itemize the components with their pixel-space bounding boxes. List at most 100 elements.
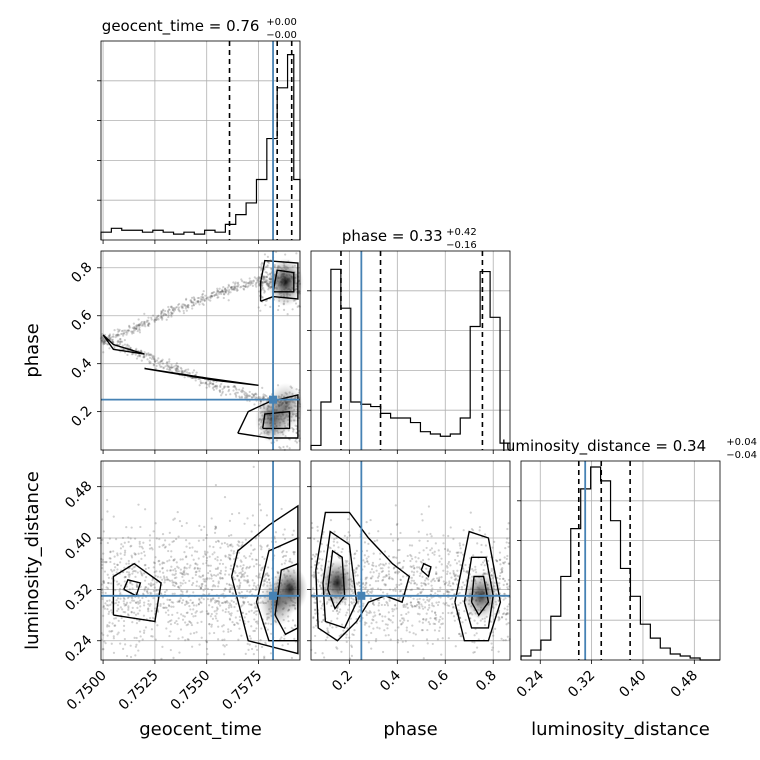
sample-point-967: [426, 598, 429, 602]
sample-point-756: [396, 572, 399, 575]
sample-point-584: [202, 589, 205, 592]
sample-point-1105: [273, 537, 276, 540]
sample-point-216: [155, 359, 159, 362]
sample-point-1144: [399, 531, 402, 535]
sample-point-1032: [143, 629, 146, 632]
sample-point-499: [425, 638, 429, 641]
sample-point-774: [208, 623, 211, 626]
sample-point-631: [199, 381, 202, 385]
sample-point-662: [103, 342, 106, 345]
sample-point-660: [501, 615, 504, 619]
sample-point-711: [293, 550, 296, 554]
sample-point-863: [183, 573, 186, 576]
sample-point-98: [480, 563, 483, 566]
sample-point-646: [169, 569, 172, 572]
sample-point-1138: [225, 643, 228, 647]
tick-layer: [97, 80, 695, 664]
sample-point-47: [204, 578, 207, 581]
sample-point-238: [153, 318, 156, 322]
sample-point-912: [221, 609, 224, 612]
sample-point-570: [169, 367, 172, 370]
sample-point-138: [208, 545, 211, 548]
sample-point-321: [321, 652, 324, 655]
sample-point-616: [427, 578, 430, 581]
sample-point-1137: [346, 627, 349, 630]
sample-point-963: [447, 637, 450, 640]
sample-point-769: [378, 572, 381, 575]
sample-point-672: [120, 347, 123, 350]
sample-point-509: [181, 572, 184, 576]
sample-point-189: [476, 542, 479, 545]
sample-point-1036: [242, 601, 245, 604]
sample-point-44: [252, 465, 255, 468]
sample-point-87: [165, 589, 168, 592]
sample-point-26: [194, 562, 197, 565]
sample-point-132: [107, 582, 110, 585]
sample-point-442: [458, 560, 461, 563]
sample-point-1076: [388, 577, 391, 580]
sample-point-14: [450, 588, 453, 591]
sample-point-952: [232, 592, 235, 596]
histogram-layer: [100, 54, 720, 661]
sample-point-67: [216, 606, 219, 609]
sample-point-90: [207, 379, 210, 382]
sample-point-1276: [151, 579, 154, 582]
sample-point-729: [314, 560, 317, 563]
sample-point-100: [427, 505, 431, 508]
sample-point-24: [112, 651, 116, 654]
sample-point-589: [399, 619, 402, 622]
sample-point-754: [221, 388, 224, 391]
sample-point-437: [183, 566, 186, 569]
sample-point-690: [379, 588, 382, 591]
sample-point-619: [183, 567, 186, 570]
sample-point-716: [133, 565, 136, 568]
sample-point-1396: [294, 440, 297, 443]
sample-point-480: [213, 294, 216, 297]
sample-point-312: [398, 561, 401, 564]
sample-point-1274: [262, 278, 265, 282]
sample-point-584: [365, 613, 368, 617]
sample-point-828: [224, 573, 227, 576]
sample-point-821: [420, 590, 423, 593]
sample-point-796: [358, 581, 361, 584]
sample-point-229: [244, 394, 247, 397]
sample-point-120: [375, 638, 378, 641]
sample-point-451: [221, 288, 224, 291]
sample-point-1065: [229, 567, 232, 571]
sample-point-1023: [230, 584, 233, 587]
sample-point-512: [203, 550, 207, 553]
sample-point-824: [160, 310, 163, 313]
sample-point-1189: [140, 545, 143, 549]
sample-point-743: [181, 636, 184, 639]
sample-point-105: [243, 579, 246, 582]
sample-point-683: [420, 584, 423, 587]
sample-point-920: [228, 617, 231, 620]
sample-point-44: [415, 560, 418, 563]
sample-point-195: [195, 631, 198, 634]
sample-point-845: [167, 604, 170, 607]
sample-point-461: [151, 355, 154, 359]
luminosity_distance-ytick-label-0: 0.24: [62, 632, 95, 665]
geocent_time-histogram: [100, 54, 301, 240]
sample-point-257: [188, 620, 192, 624]
sample-point-637: [108, 610, 111, 613]
sample-point-503: [264, 622, 267, 625]
sample-point-301: [122, 647, 125, 650]
sample-point-412: [377, 609, 380, 612]
sample-point-165: [150, 592, 153, 595]
sample-point-377: [248, 277, 251, 280]
sample-point-955: [410, 579, 413, 582]
sample-point-804: [221, 577, 224, 580]
sample-point-460: [389, 619, 392, 622]
sample-point-321: [153, 319, 156, 322]
geocent_time-luminosity_distance-frame: [100, 460, 301, 661]
sample-point-145: [136, 355, 140, 358]
sample-point-1105: [460, 588, 464, 591]
sample-point-66: [350, 645, 354, 649]
sample-point-37: [432, 622, 435, 625]
sample-point-22: [381, 578, 385, 582]
sample-point-851: [229, 291, 232, 294]
sample-point-644: [437, 579, 440, 583]
sample-point-198: [370, 591, 373, 595]
sample-point-846: [484, 544, 488, 547]
